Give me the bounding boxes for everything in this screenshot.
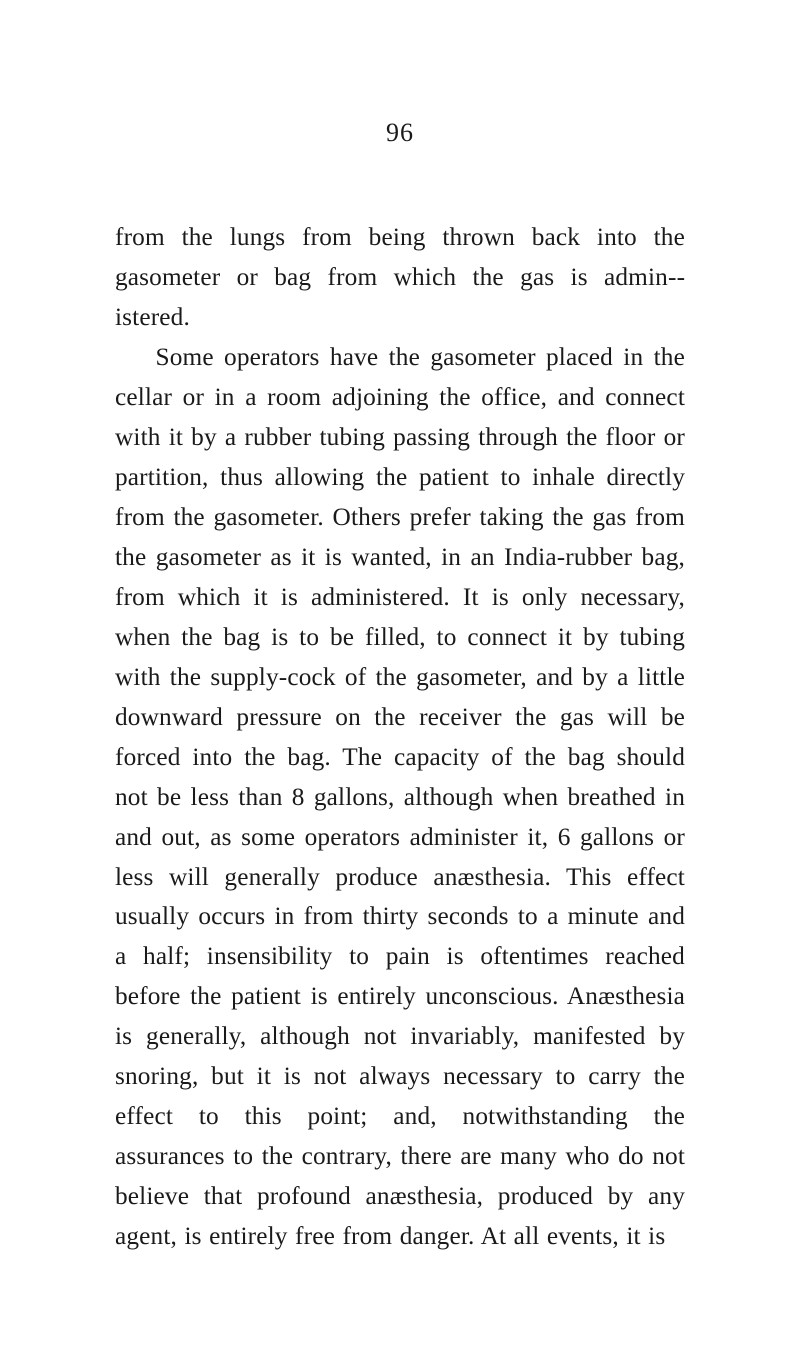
- body-text: from the lungs from being thrown back in…: [115, 218, 685, 1257]
- page-content: 96 from the lungs from being thrown back…: [115, 118, 685, 1257]
- page-number: 96: [115, 118, 685, 148]
- paragraph-2: Some operators have the gasometer placed…: [115, 338, 685, 1257]
- paragraph-1: from the lungs from being thrown back in…: [115, 218, 685, 338]
